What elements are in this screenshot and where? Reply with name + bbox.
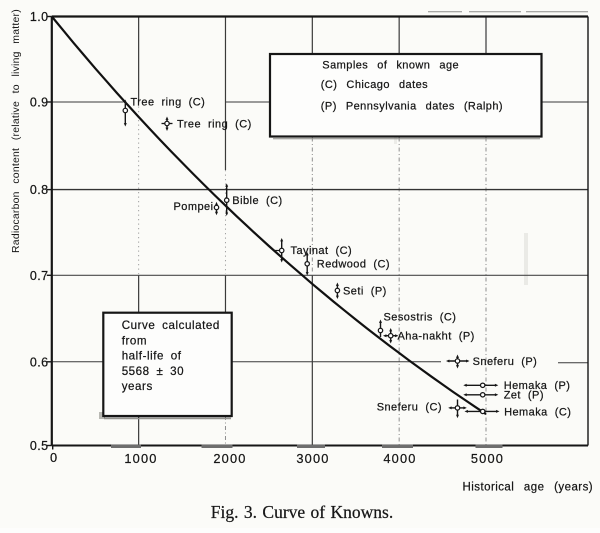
svg-text:from: from	[122, 334, 147, 347]
svg-text:5000: 5000	[471, 451, 504, 466]
svg-text:0.9: 0.9	[30, 96, 49, 110]
svg-text:Pompei: Pompei	[174, 201, 214, 213]
svg-text:Sneferu (C): Sneferu (C)	[377, 402, 442, 414]
svg-text:(P) Pennsylvania dates (Ralph): (P) Pennsylvania dates (Ralph)	[321, 101, 503, 113]
svg-text:Zet (P): Zet (P)	[504, 390, 544, 402]
svg-text:Samples of known age: Samples of known age	[322, 60, 459, 72]
svg-text:Sneferu (P): Sneferu (P)	[473, 356, 538, 368]
svg-text:5568 ± 30: 5568 ± 30	[122, 365, 184, 378]
svg-text:0.6: 0.6	[30, 355, 49, 369]
svg-text:0.7: 0.7	[30, 269, 49, 283]
svg-text:(C) Chicago dates: (C) Chicago dates	[321, 79, 428, 91]
svg-text:Hemaka (C): Hemaka (C)	[504, 406, 571, 418]
svg-text:Sesostris (C): Sesostris (C)	[384, 312, 457, 324]
svg-text:Seti (P): Seti (P)	[343, 286, 387, 298]
svg-text:1.0: 1.0	[30, 10, 49, 24]
svg-text:Historical age (years): Historical age (years)	[463, 482, 594, 494]
svg-text:Bible (C): Bible (C)	[232, 195, 282, 207]
svg-text:Redwood (C): Redwood (C)	[317, 259, 390, 271]
svg-text:4000: 4000	[383, 451, 416, 466]
svg-text:3000: 3000	[296, 451, 329, 466]
svg-text:0: 0	[50, 450, 57, 465]
svg-text:0.5: 0.5	[30, 439, 49, 453]
svg-text:Tree ring (C): Tree ring (C)	[131, 97, 206, 109]
svg-text:years: years	[122, 380, 153, 393]
svg-text:1000: 1000	[124, 451, 157, 466]
svg-text:Tree ring (C): Tree ring (C)	[177, 119, 252, 131]
svg-text:Fig. 3. Curve of Knowns.: Fig. 3. Curve of Knowns.	[211, 502, 393, 522]
svg-text:Tayinat (C): Tayinat (C)	[291, 245, 353, 257]
svg-text:Curve calculated: Curve calculated	[122, 319, 220, 332]
svg-text:Aha-nakht (P): Aha-nakht (P)	[398, 331, 475, 343]
svg-text:2000: 2000	[213, 451, 246, 466]
svg-text:half-life of: half-life of	[122, 350, 182, 363]
svg-text:Hemaka (P): Hemaka (P)	[504, 380, 571, 392]
svg-text:Radiocarbon content (relative: Radiocarbon content (relative to living …	[11, 9, 22, 253]
svg-text:0.8: 0.8	[30, 183, 49, 197]
